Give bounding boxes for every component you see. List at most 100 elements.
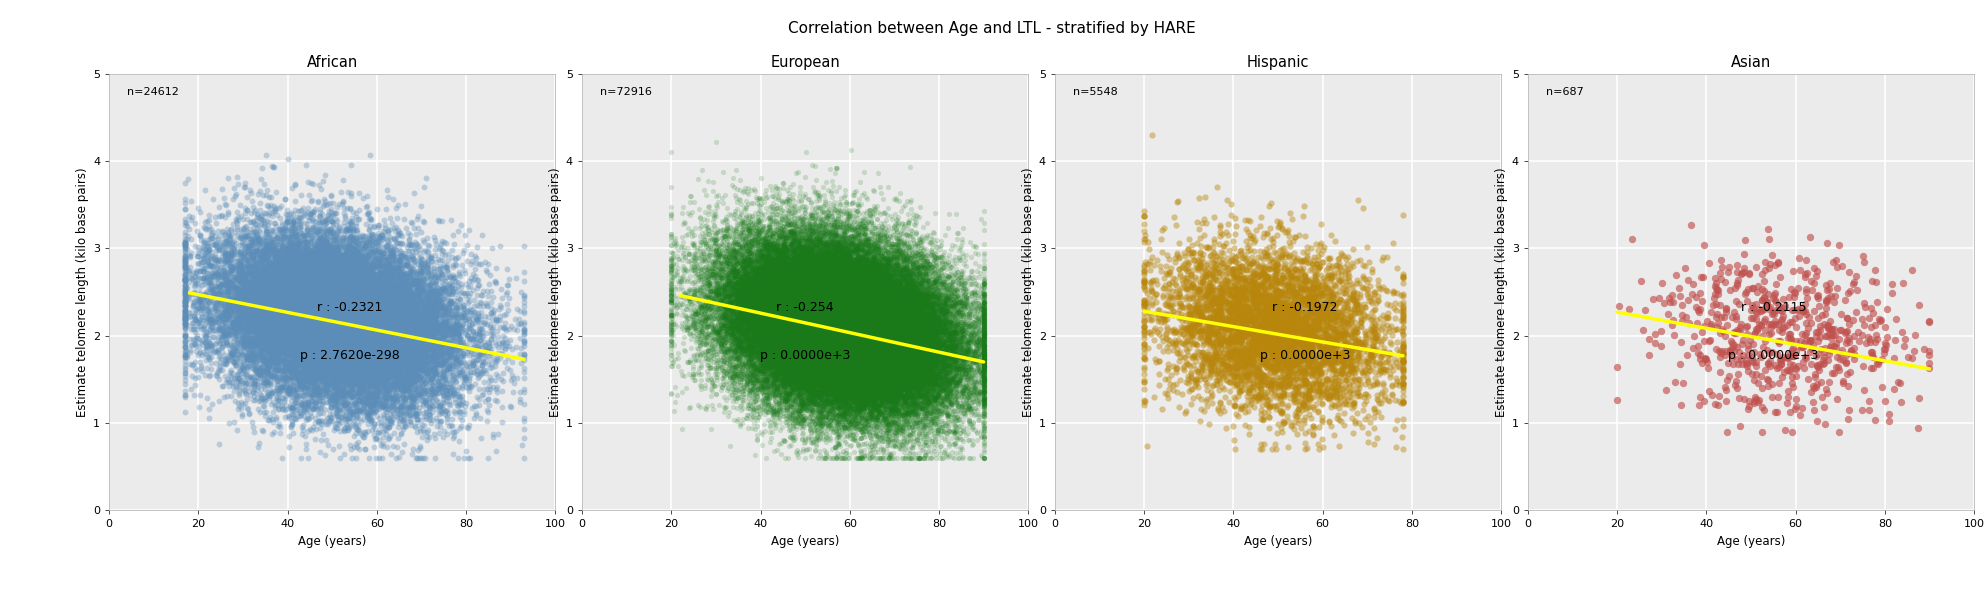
Point: [841, 362, 873, 372]
Point: [792, 278, 823, 287]
Point: [752, 316, 784, 326]
Point: [875, 273, 907, 282]
Point: [827, 323, 859, 333]
Point: [768, 295, 800, 304]
Point: [776, 306, 807, 316]
Point: [198, 240, 230, 249]
Point: [867, 230, 899, 240]
Point: [357, 307, 389, 317]
Point: [817, 331, 849, 340]
Point: [331, 404, 363, 413]
Point: [337, 246, 369, 255]
Point: [1212, 326, 1244, 336]
Point: [774, 275, 806, 284]
Point: [823, 373, 855, 383]
Point: [855, 379, 887, 388]
Point: [825, 339, 857, 348]
Point: [294, 329, 325, 339]
Point: [242, 232, 274, 241]
Point: [756, 361, 788, 371]
Point: [770, 370, 802, 379]
Point: [200, 281, 232, 290]
Point: [280, 299, 311, 309]
Point: [353, 332, 385, 342]
Point: [867, 286, 899, 296]
Point: [942, 378, 974, 388]
Point: [813, 338, 845, 348]
Point: [873, 360, 905, 369]
Point: [421, 395, 452, 404]
Point: [379, 255, 411, 264]
Point: [746, 299, 778, 308]
Point: [429, 398, 460, 408]
Point: [1135, 309, 1167, 318]
Point: [915, 342, 946, 351]
Point: [807, 284, 839, 294]
Point: [815, 355, 847, 365]
Point: [778, 313, 809, 323]
Point: [794, 333, 825, 343]
Point: [893, 329, 925, 338]
Point: [1246, 292, 1278, 301]
Point: [786, 293, 817, 303]
Point: [815, 313, 847, 322]
Point: [877, 316, 909, 326]
Point: [756, 346, 788, 356]
Point: [290, 318, 321, 327]
Point: [875, 326, 907, 336]
Point: [827, 447, 859, 456]
Point: [879, 334, 911, 343]
Point: [798, 273, 829, 283]
Point: [819, 341, 851, 350]
Point: [774, 261, 806, 270]
Point: [827, 218, 859, 227]
Point: [871, 338, 903, 348]
Point: [754, 293, 786, 302]
Point: [780, 360, 811, 369]
Point: [766, 322, 798, 331]
Point: [845, 280, 877, 290]
Point: [819, 307, 851, 317]
Point: [427, 302, 458, 312]
Point: [220, 322, 252, 331]
Point: [756, 356, 788, 365]
Point: [895, 345, 927, 354]
Point: [1298, 402, 1329, 412]
Point: [1234, 280, 1266, 290]
Point: [917, 348, 948, 357]
Point: [847, 245, 879, 254]
Point: [306, 287, 337, 297]
Point: [849, 374, 881, 384]
Point: [798, 397, 829, 407]
Point: [359, 301, 391, 311]
Point: [865, 232, 897, 241]
Point: [331, 257, 363, 266]
Point: [403, 317, 434, 327]
Point: [768, 303, 800, 313]
Point: [288, 373, 319, 382]
Point: [268, 287, 300, 296]
Point: [1173, 309, 1204, 319]
Point: [740, 299, 772, 308]
Point: [911, 371, 942, 381]
Point: [788, 310, 819, 319]
Point: [835, 316, 867, 326]
Point: [813, 294, 845, 303]
Point: [363, 329, 395, 338]
Point: [809, 344, 841, 353]
Point: [839, 309, 871, 318]
Point: [968, 349, 1000, 359]
Point: [839, 407, 871, 416]
Point: [853, 321, 885, 330]
Point: [786, 340, 817, 350]
Point: [748, 324, 780, 333]
Point: [821, 356, 853, 365]
Point: [855, 340, 887, 349]
Point: [343, 312, 375, 321]
Point: [847, 357, 879, 366]
Point: [321, 350, 353, 359]
Point: [296, 322, 327, 332]
Point: [837, 361, 869, 371]
Point: [919, 417, 950, 427]
Point: [756, 328, 788, 337]
